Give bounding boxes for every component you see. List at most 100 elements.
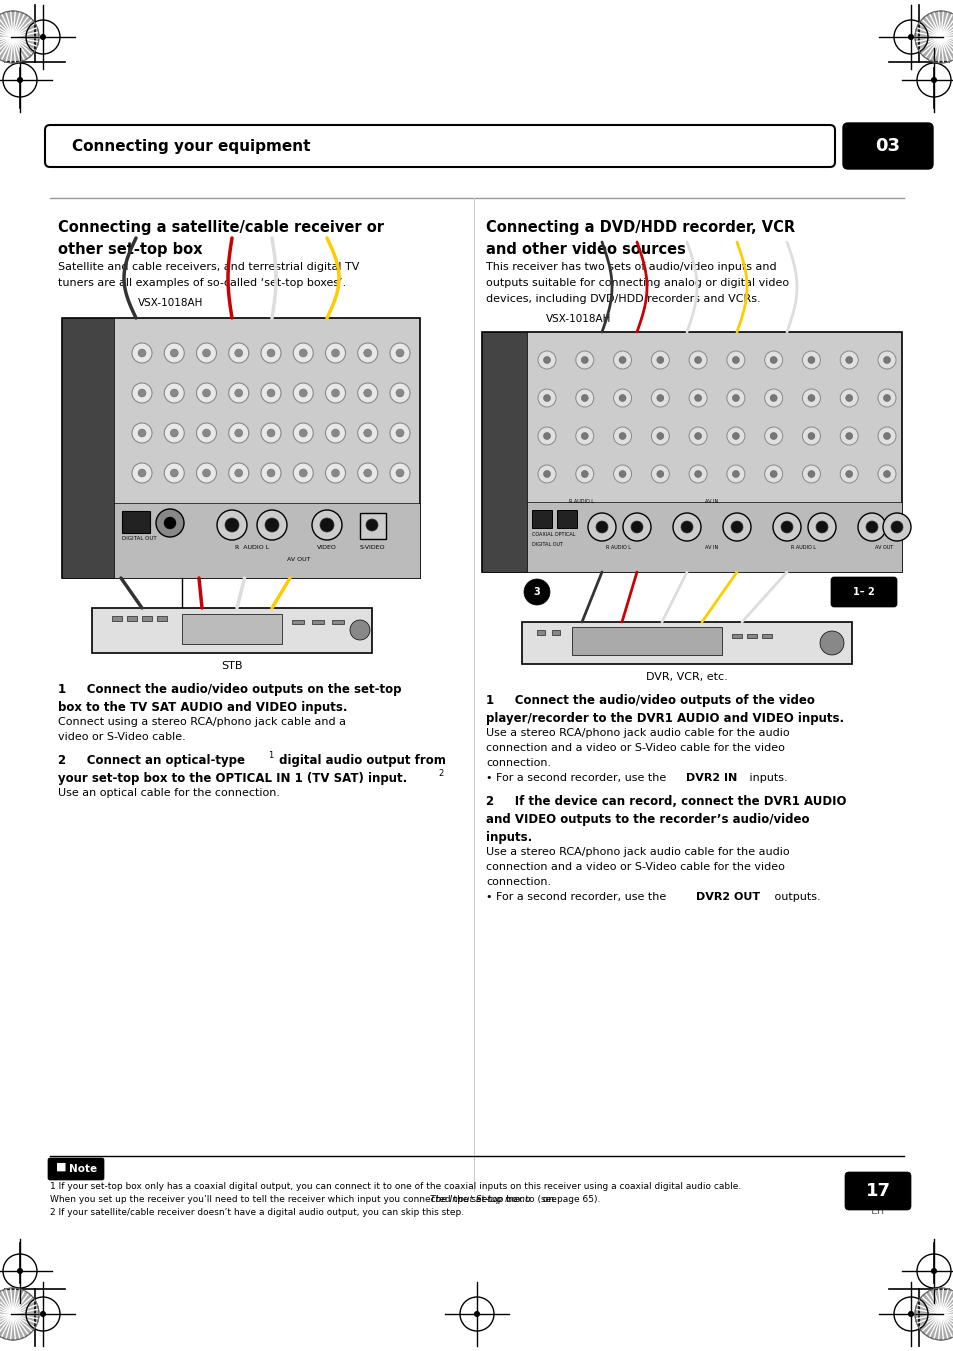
Text: 3: 3: [533, 586, 539, 597]
Circle shape: [390, 382, 410, 403]
Circle shape: [543, 470, 550, 477]
Circle shape: [764, 351, 781, 369]
Circle shape: [845, 357, 852, 363]
Circle shape: [651, 465, 669, 484]
Circle shape: [170, 430, 178, 436]
Circle shape: [914, 1288, 953, 1340]
Circle shape: [234, 349, 242, 357]
Circle shape: [357, 382, 377, 403]
Text: 2 If your satellite/cable receiver doesn’t have a digital audio output, you can : 2 If your satellite/cable receiver doesn…: [50, 1208, 464, 1217]
Circle shape: [769, 470, 777, 477]
Circle shape: [229, 382, 249, 403]
Bar: [572, 627, 721, 655]
Circle shape: [390, 343, 410, 363]
Circle shape: [164, 423, 184, 443]
Circle shape: [202, 389, 211, 397]
Circle shape: [196, 343, 216, 363]
Text: Note: Note: [69, 1165, 97, 1174]
Circle shape: [325, 423, 345, 443]
Bar: [182, 613, 282, 644]
Circle shape: [764, 427, 781, 444]
Circle shape: [613, 427, 631, 444]
Circle shape: [580, 470, 588, 477]
Circle shape: [857, 513, 885, 540]
Text: AV OUT: AV OUT: [287, 557, 311, 562]
Text: inputs.: inputs.: [745, 773, 787, 784]
Circle shape: [331, 469, 339, 477]
Circle shape: [882, 432, 889, 439]
Text: Connecting your equipment: Connecting your equipment: [71, 139, 310, 154]
Bar: [526, 503, 901, 571]
Circle shape: [537, 389, 556, 407]
Circle shape: [618, 470, 625, 477]
Circle shape: [216, 509, 247, 540]
Text: Use a stereo RCA/phono jack audio cable for the audio: Use a stereo RCA/phono jack audio cable …: [485, 728, 789, 738]
Circle shape: [229, 463, 249, 484]
Circle shape: [256, 509, 287, 540]
Text: Connect using a stereo RCA/phono jack cable and a: Connect using a stereo RCA/phono jack ca…: [58, 717, 346, 727]
Circle shape: [877, 427, 895, 444]
Circle shape: [877, 351, 895, 369]
Circle shape: [622, 513, 650, 540]
Circle shape: [772, 513, 801, 540]
Circle shape: [576, 389, 593, 407]
Circle shape: [331, 349, 339, 357]
Circle shape: [882, 394, 889, 401]
Circle shape: [587, 513, 616, 540]
Circle shape: [769, 432, 777, 439]
Circle shape: [319, 517, 334, 532]
Circle shape: [877, 389, 895, 407]
Circle shape: [764, 389, 781, 407]
Bar: [113, 503, 419, 578]
Text: digital audio output from: digital audio output from: [274, 754, 445, 767]
Text: Satellite and cable receivers, and terrestrial digital TV: Satellite and cable receivers, and terre…: [58, 262, 359, 272]
Bar: [91, 608, 372, 653]
Circle shape: [0, 1288, 39, 1340]
Circle shape: [820, 631, 843, 655]
Circle shape: [523, 580, 550, 605]
Circle shape: [865, 521, 877, 534]
Text: • For a second recorder, use the: • For a second recorder, use the: [485, 892, 669, 902]
Circle shape: [543, 432, 550, 439]
Circle shape: [156, 509, 184, 536]
Circle shape: [390, 423, 410, 443]
Bar: [532, 509, 552, 528]
Circle shape: [132, 423, 152, 443]
Bar: [312, 620, 324, 624]
Circle shape: [672, 513, 700, 540]
Circle shape: [726, 427, 744, 444]
Circle shape: [680, 521, 692, 534]
Text: devices, including DVD/HDD recorders and VCRs.: devices, including DVD/HDD recorders and…: [485, 295, 760, 304]
Circle shape: [267, 469, 274, 477]
Circle shape: [225, 517, 239, 532]
Text: STB: STB: [221, 661, 242, 671]
Circle shape: [726, 465, 744, 484]
Circle shape: [688, 351, 706, 369]
Bar: [481, 332, 901, 571]
Circle shape: [331, 430, 339, 436]
Circle shape: [840, 465, 858, 484]
Circle shape: [164, 517, 175, 530]
Text: and other video sources: and other video sources: [485, 242, 685, 257]
Bar: [62, 317, 419, 578]
Text: R AUDIO L: R AUDIO L: [791, 544, 816, 550]
Text: outputs.: outputs.: [770, 892, 820, 902]
Circle shape: [17, 1269, 23, 1274]
Text: box to the TV SAT AUDIO and VIDEO inputs.: box to the TV SAT AUDIO and VIDEO inputs…: [58, 701, 347, 713]
Text: AV IN: AV IN: [704, 544, 718, 550]
Bar: [557, 509, 577, 528]
Text: DVR, VCR, etc.: DVR, VCR, etc.: [645, 671, 727, 682]
Circle shape: [357, 343, 377, 363]
Text: Connecting a DVD/HDD recorder, VCR: Connecting a DVD/HDD recorder, VCR: [485, 220, 794, 235]
Circle shape: [132, 463, 152, 484]
Text: inputs.: inputs.: [485, 831, 532, 844]
Text: video or S-Video cable.: video or S-Video cable.: [58, 732, 186, 742]
Circle shape: [688, 465, 706, 484]
Circle shape: [930, 1269, 936, 1274]
Text: COAXIAL OPTICAL: COAXIAL OPTICAL: [532, 532, 575, 536]
Circle shape: [202, 469, 211, 477]
Circle shape: [930, 77, 936, 82]
Circle shape: [580, 432, 588, 439]
Circle shape: [138, 349, 146, 357]
Circle shape: [202, 349, 211, 357]
